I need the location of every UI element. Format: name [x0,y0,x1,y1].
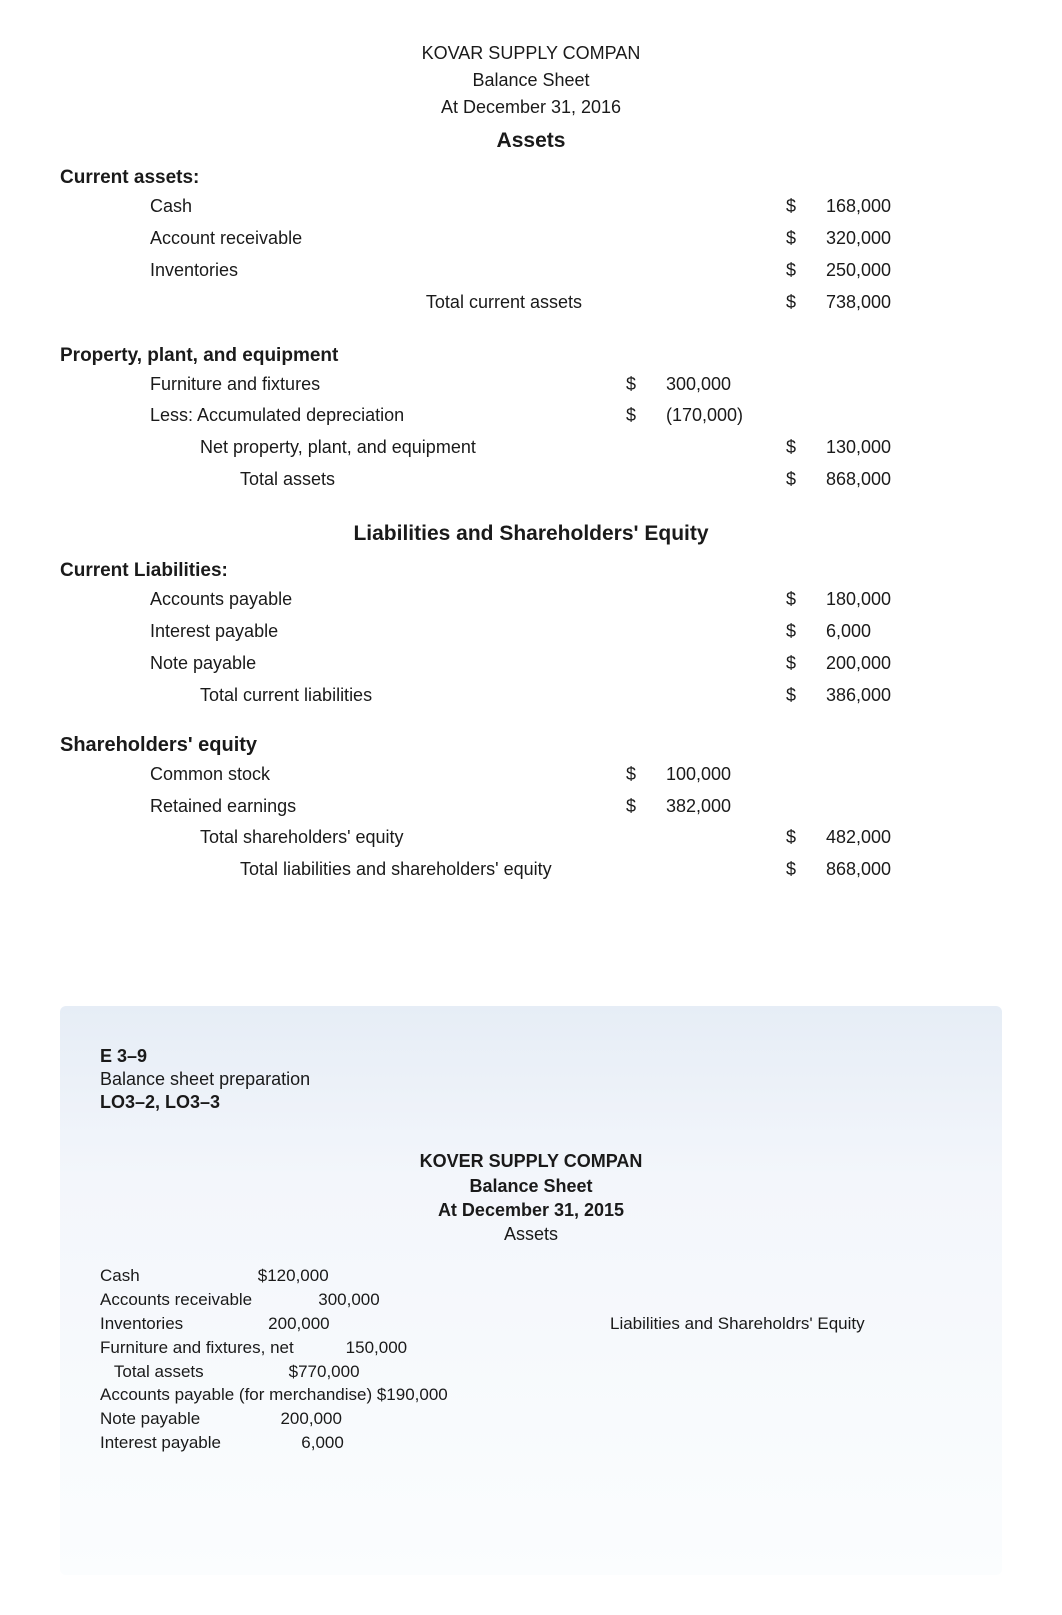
currency-symbol: $ [782,584,822,616]
currency-symbol: $ [622,759,662,791]
equity-title: Shareholders' equity [60,734,1002,757]
problem-header: KOVER SUPPLY COMPAN Balance Sheet At Dec… [100,1149,962,1246]
problem-line: Note payable 200,000 [100,1407,570,1431]
problem-date: At December 31, 2015 [100,1198,962,1222]
table-row: Note payable $ 200,000 [60,648,1002,680]
problem-right-column: Liabilities and Shareholdrs' Equity [610,1264,962,1334]
row-label: Account receivable [60,223,622,255]
table-row: Total assets $ 868,000 [60,464,1002,496]
currency-symbol: $ [782,464,822,496]
row-label: Less: Accumulated depreciation [60,400,622,432]
total-label: Total current assets [60,287,622,319]
row-label: Note payable [60,648,622,680]
table-row: Net property, plant, and equipment $ 130… [60,432,1002,464]
total-all-label: Total liabilities and shareholders' equi… [60,854,622,886]
table-row: Total shareholders' equity $ 482,000 [60,822,1002,854]
amount: 250,000 [822,255,942,287]
problem-line: Total assets $770,000 [100,1360,570,1384]
current-liab-table: Accounts payable $ 180,000 Interest paya… [60,584,1002,712]
row-label: Retained earnings [60,791,622,823]
statement-name: Balance Sheet [60,67,1002,94]
table-row: Total current assets $ 738,000 [60,287,1002,319]
row-label: Interest payable [60,616,622,648]
table-row: Accounts payable $ 180,000 [60,584,1002,616]
total-label: Total current liabilities [60,680,622,712]
ppe-table: Furniture and fixtures $ 300,000 Less: A… [60,369,1002,497]
ppe-title: Property, plant, and equipment [60,345,1002,367]
row-label: Furniture and fixtures [60,369,622,401]
equity-table: Common stock $ 100,000 Retained earnings… [60,759,1002,887]
problem-liab-heading: Liabilities and Shareholdrs' Equity [610,1314,962,1334]
assets-heading: Assets [60,129,1002,153]
problem-line: Cash $120,000 [100,1264,570,1288]
sub-amount: 100,000 [662,759,782,791]
currency-symbol: $ [782,680,822,712]
table-row: Common stock $ 100,000 [60,759,1002,791]
currency-symbol: $ [782,648,822,680]
current-assets-title: Current assets: [60,167,1002,189]
amount: 180,000 [822,584,942,616]
sub-amount: (170,000) [662,400,782,432]
problem-line: Interest payable 6,000 [100,1431,570,1455]
table-row: Inventories $ 250,000 [60,255,1002,287]
currency-symbol: $ [782,616,822,648]
amount: 386,000 [822,680,942,712]
currency-symbol: $ [782,432,822,464]
sub-amount: 382,000 [662,791,782,823]
current-assets-table: Cash $ 168,000 Account receivable $ 320,… [60,191,1002,319]
problem-desc: Balance sheet preparation [100,1069,962,1090]
currency-symbol: $ [622,791,662,823]
row-label: Cash [60,191,622,223]
currency-symbol: $ [782,287,822,319]
amount: 320,000 [822,223,942,255]
table-row: Cash $ 168,000 [60,191,1002,223]
problem-assets-heading: Assets [100,1222,962,1246]
current-liab-title: Current Liabilities: [60,560,1002,582]
problem-box: E 3–9 Balance sheet preparation LO3–2, L… [60,1006,1002,1575]
currency-symbol: $ [782,191,822,223]
table-row: Retained earnings $ 382,000 [60,791,1002,823]
currency-symbol: $ [782,255,822,287]
liab-equity-heading: Liabilities and Shareholders' Equity [60,522,1002,546]
amount: 200,000 [822,648,942,680]
currency-symbol: $ [782,854,822,886]
net-label: Net property, plant, and equipment [60,432,622,464]
problem-line: Accounts payable (for merchandise) $190,… [100,1383,570,1407]
company-name: KOVAR SUPPLY COMPAN [60,40,1002,67]
row-label: Accounts payable [60,584,622,616]
amount: 482,000 [822,822,942,854]
row-label: Common stock [60,759,622,791]
problem-left-column: Cash $120,000 Accounts receivable 300,00… [100,1264,570,1454]
table-row: Interest payable $ 6,000 [60,616,1002,648]
total-se-label: Total shareholders' equity [60,822,622,854]
currency-symbol: $ [622,369,662,401]
problem-line: Inventories 200,000 [100,1312,570,1336]
row-label: Inventories [60,255,622,287]
currency-symbol: $ [622,400,662,432]
problem-code: E 3–9 [100,1046,962,1067]
statement-date: At December 31, 2016 [60,94,1002,121]
amount: 130,000 [822,432,942,464]
problem-statement: Balance Sheet [100,1174,962,1198]
sub-amount: 300,000 [662,369,782,401]
amount: 868,000 [822,854,942,886]
amount: 738,000 [822,287,942,319]
amount: 6,000 [822,616,942,648]
currency-symbol: $ [782,822,822,854]
total-assets-label: Total assets [60,464,622,496]
table-row: Total current liabilities $ 386,000 [60,680,1002,712]
currency-symbol: $ [782,223,822,255]
amount: 868,000 [822,464,942,496]
problem-company: KOVER SUPPLY COMPAN [100,1149,962,1173]
table-row: Less: Accumulated depreciation $ (170,00… [60,400,1002,432]
problem-line: Accounts receivable 300,000 [100,1288,570,1312]
problem-lo: LO3–2, LO3–3 [100,1092,962,1113]
amount: 168,000 [822,191,942,223]
table-row: Account receivable $ 320,000 [60,223,1002,255]
problem-line: Furniture and fixtures, net 150,000 [100,1336,570,1360]
table-row: Furniture and fixtures $ 300,000 [60,369,1002,401]
table-row: Total liabilities and shareholders' equi… [60,854,1002,886]
